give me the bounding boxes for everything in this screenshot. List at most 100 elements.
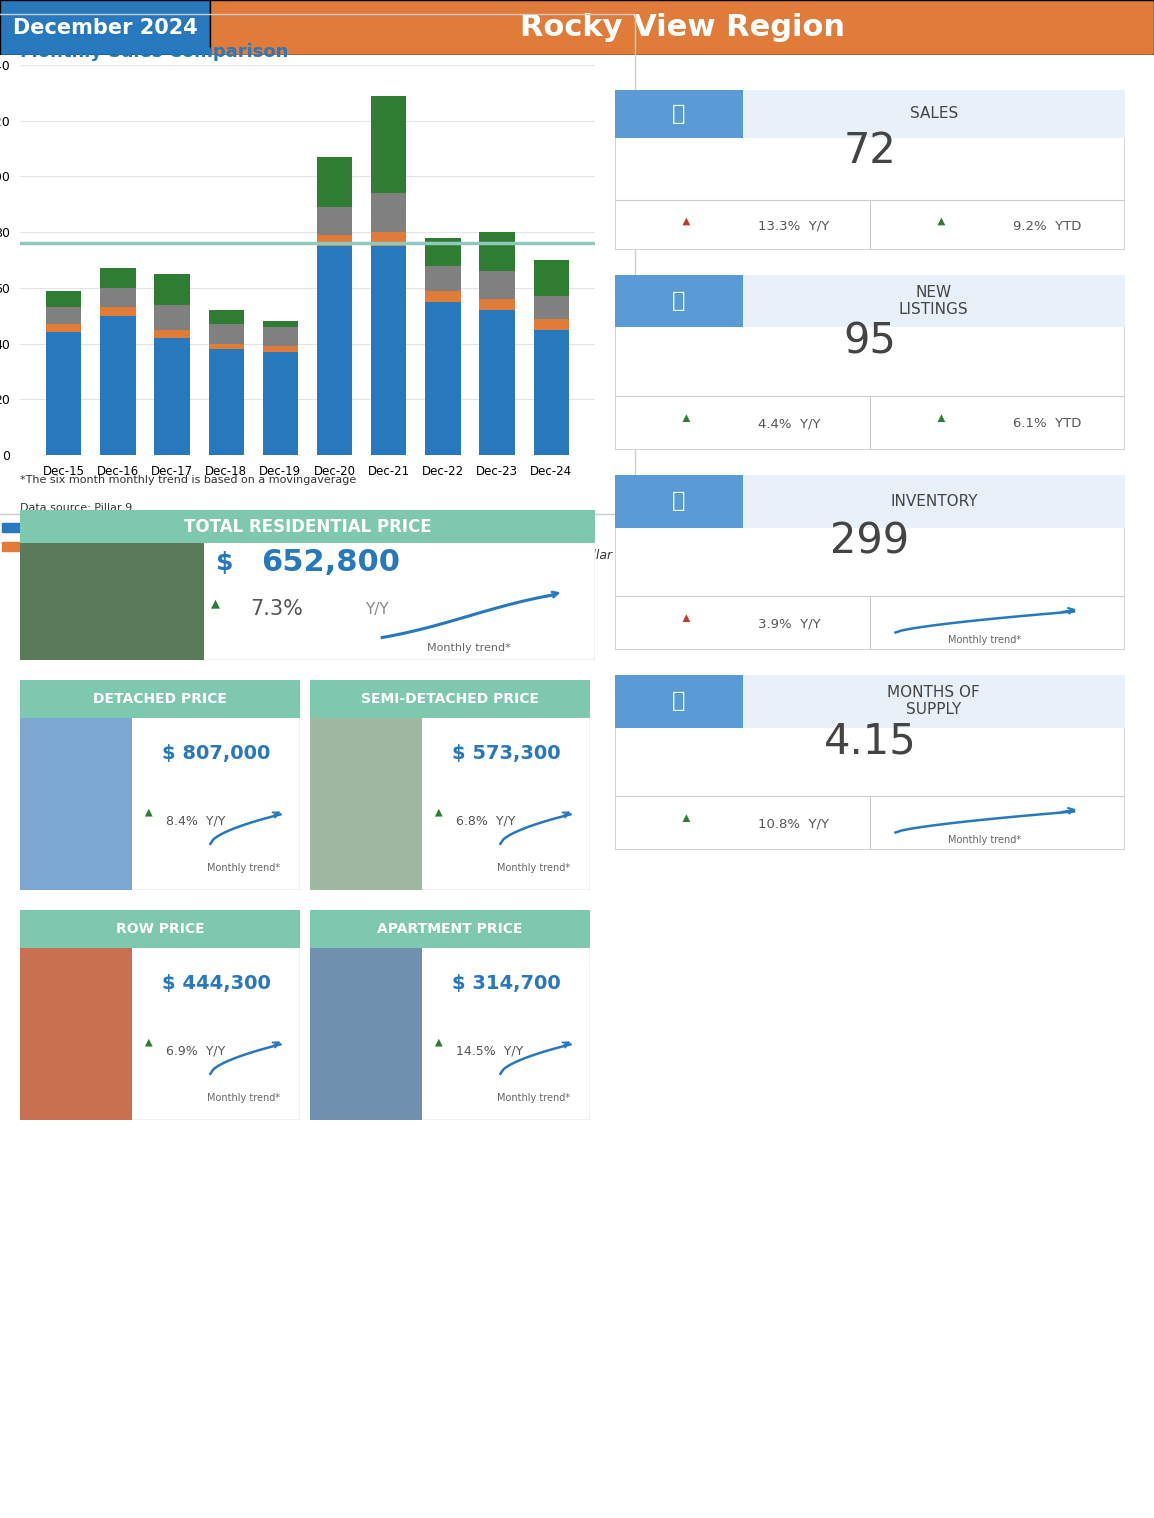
Bar — [479, 272, 515, 299]
Bar — [155, 273, 189, 305]
FancyBboxPatch shape — [20, 510, 595, 543]
Text: 299: 299 — [831, 521, 909, 563]
Bar — [100, 316, 135, 455]
FancyBboxPatch shape — [20, 543, 204, 660]
Text: $: $ — [216, 551, 233, 574]
Text: 72: 72 — [844, 131, 897, 172]
Bar — [100, 288, 135, 307]
Bar — [209, 349, 243, 455]
Text: 9.2%  YTD: 9.2% YTD — [1013, 220, 1081, 232]
FancyBboxPatch shape — [210, 0, 1154, 55]
Bar — [479, 310, 515, 455]
FancyBboxPatch shape — [20, 909, 300, 1120]
Text: Monthly trend*: Monthly trend* — [208, 864, 280, 873]
FancyBboxPatch shape — [615, 90, 742, 138]
Text: 🏷: 🏷 — [672, 492, 685, 512]
Text: 6.8%  Y/Y: 6.8% Y/Y — [456, 814, 515, 827]
FancyBboxPatch shape — [615, 275, 1125, 449]
Text: Monthly trend*: Monthly trend* — [949, 835, 1021, 844]
Bar — [426, 290, 460, 302]
Text: 🔑: 🔑 — [672, 105, 685, 124]
Bar — [317, 235, 352, 246]
FancyBboxPatch shape — [742, 90, 1125, 138]
Text: $ 573,300: $ 573,300 — [451, 744, 561, 764]
Bar — [263, 346, 298, 352]
Text: INVENTORY: INVENTORY — [890, 493, 977, 509]
Bar — [263, 322, 298, 326]
FancyBboxPatch shape — [310, 909, 590, 947]
Bar — [479, 299, 515, 310]
Text: 6.9%  Y/Y: 6.9% Y/Y — [166, 1044, 225, 1057]
Text: 14.5%  Y/Y: 14.5% Y/Y — [456, 1044, 523, 1057]
Bar — [209, 310, 243, 323]
Bar — [317, 156, 352, 206]
Text: 4.15: 4.15 — [824, 721, 916, 762]
Bar — [533, 329, 569, 455]
FancyBboxPatch shape — [310, 947, 422, 1120]
FancyBboxPatch shape — [20, 680, 300, 718]
FancyBboxPatch shape — [310, 718, 422, 890]
Bar — [533, 296, 569, 319]
Bar — [426, 238, 460, 266]
Text: Monthly trend*: Monthly trend* — [208, 1093, 280, 1104]
Text: ROW PRICE: ROW PRICE — [115, 921, 204, 937]
FancyBboxPatch shape — [615, 475, 1125, 650]
Text: 4.4%  Y/Y: 4.4% Y/Y — [758, 417, 820, 430]
Text: 6.1%  YTD: 6.1% YTD — [1013, 417, 1081, 430]
Bar — [155, 339, 189, 455]
Text: 8.4%  Y/Y: 8.4% Y/Y — [166, 814, 225, 827]
Text: Monthly trend*: Monthly trend* — [497, 1093, 570, 1104]
Bar — [372, 246, 406, 455]
Bar — [46, 290, 81, 307]
Bar — [533, 319, 569, 329]
Bar — [263, 352, 298, 455]
Text: Y/Y: Y/Y — [365, 601, 389, 616]
FancyBboxPatch shape — [742, 676, 1125, 727]
Bar — [533, 260, 569, 296]
Text: NEW
LISTINGS: NEW LISTINGS — [899, 285, 968, 317]
Bar — [100, 269, 135, 288]
Bar — [46, 323, 81, 332]
FancyBboxPatch shape — [615, 676, 742, 727]
Text: Monthly Sales Comparison: Monthly Sales Comparison — [20, 43, 288, 61]
FancyBboxPatch shape — [310, 680, 590, 890]
Text: Data source: Pillar 9: Data source: Pillar 9 — [20, 502, 133, 513]
Legend: Detached, Apartment, Semi-Detached, Row, 10 Year Average: Detached, Apartment, Semi-Detached, Row,… — [0, 518, 357, 559]
FancyBboxPatch shape — [20, 947, 132, 1120]
Text: $ 444,300: $ 444,300 — [162, 975, 270, 993]
Text: *The six month monthly trend is based on a movingaverage: *The six month monthly trend is based on… — [20, 475, 357, 484]
Text: 13.3%  Y/Y: 13.3% Y/Y — [758, 220, 829, 232]
Bar — [372, 96, 406, 193]
Bar — [155, 305, 189, 329]
Text: MONTHS OF
SUPPLY: MONTHS OF SUPPLY — [887, 685, 980, 718]
Bar — [479, 232, 515, 272]
FancyBboxPatch shape — [615, 275, 742, 328]
Text: 95: 95 — [844, 320, 897, 363]
Text: Source: Pillar 9: Source: Pillar 9 — [530, 548, 624, 562]
Text: 3.9%  Y/Y: 3.9% Y/Y — [758, 618, 820, 630]
FancyBboxPatch shape — [615, 475, 742, 527]
Bar — [46, 332, 81, 455]
Text: 7.3%: 7.3% — [250, 600, 302, 619]
Bar — [263, 326, 298, 346]
FancyBboxPatch shape — [20, 510, 595, 660]
Text: Monthly trend*: Monthly trend* — [497, 864, 570, 873]
Bar — [46, 307, 81, 323]
FancyBboxPatch shape — [742, 275, 1125, 328]
Text: 652,800: 652,800 — [262, 548, 400, 577]
Bar — [317, 246, 352, 455]
FancyBboxPatch shape — [615, 90, 1125, 250]
Text: $ 314,700: $ 314,700 — [451, 975, 561, 993]
Bar — [209, 323, 243, 343]
Text: Monthly trend*: Monthly trend* — [427, 642, 510, 653]
FancyBboxPatch shape — [20, 718, 132, 890]
Text: 10.8%  Y/Y: 10.8% Y/Y — [758, 817, 829, 830]
FancyBboxPatch shape — [0, 0, 210, 55]
Text: SALES: SALES — [909, 106, 958, 121]
Text: TOTAL RESIDENTIAL PRICE: TOTAL RESIDENTIAL PRICE — [183, 518, 432, 536]
FancyBboxPatch shape — [310, 909, 590, 1120]
Text: 🏠: 🏠 — [672, 291, 685, 311]
Bar — [317, 206, 352, 235]
FancyBboxPatch shape — [20, 909, 300, 947]
Bar — [209, 343, 243, 349]
